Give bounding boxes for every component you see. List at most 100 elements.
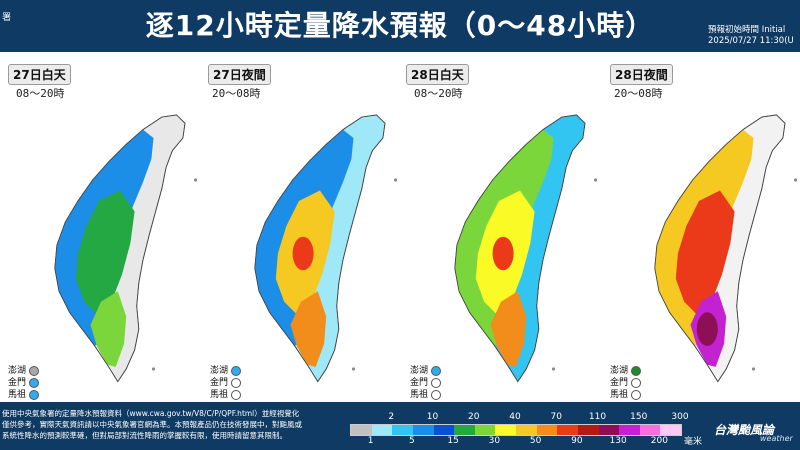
matsu-label: 馬祖 bbox=[410, 390, 429, 400]
panel-4-islands: 澎湖 金門 馬祖 bbox=[610, 365, 642, 401]
penghu-label: 澎湖 bbox=[8, 366, 27, 376]
matsu-label: 馬祖 bbox=[210, 390, 229, 400]
legend-unit: 毫米 bbox=[684, 437, 703, 447]
legend-tick-label: 2 bbox=[388, 412, 395, 422]
offshore-island bbox=[393, 178, 398, 182]
panel-2-islands: 澎湖 金門 馬祖 bbox=[210, 365, 242, 401]
penghu-dot bbox=[431, 366, 442, 376]
colorbar-swatch bbox=[536, 425, 558, 435]
matsu-label: 馬祖 bbox=[8, 390, 27, 400]
colorbar-swatch bbox=[474, 425, 496, 435]
panel-1-period: 08～20時 bbox=[16, 87, 65, 100]
penghu-label: 澎湖 bbox=[610, 366, 629, 376]
init-time-label: 預報初始時間 Initial bbox=[708, 25, 786, 35]
taiwan-outline bbox=[54, 114, 186, 383]
kinmen-dot bbox=[631, 378, 642, 388]
legend-tick-label: 10 bbox=[426, 412, 439, 422]
kinmen-label: 金門 bbox=[8, 378, 27, 388]
colorbar-swatch bbox=[619, 425, 640, 435]
legend-tick-label: 70 bbox=[550, 412, 562, 422]
colorbar-swatch bbox=[454, 425, 475, 435]
init-time-value: 2025/07/27 11:30(U bbox=[708, 36, 794, 46]
legend-tick-label: 300 bbox=[671, 412, 689, 422]
disclaimer-line-3: 系統性降水的預測較準確，但對局部對流性降雨的掌握較有限，使用時請留意其限制。 bbox=[2, 431, 287, 440]
taiwan-outline bbox=[654, 114, 786, 383]
panel-2-period: 20～08時 bbox=[212, 87, 261, 100]
kinmen-label: 金門 bbox=[410, 378, 429, 388]
kinmen-dot bbox=[231, 378, 242, 388]
legend-tick-label: 200 bbox=[650, 436, 668, 446]
matsu-dot bbox=[631, 390, 642, 400]
colorbar-swatch bbox=[392, 425, 413, 435]
colorbar-swatch bbox=[557, 425, 578, 435]
penghu-label: 澎湖 bbox=[410, 366, 429, 376]
offshore-island bbox=[751, 367, 756, 371]
init-time-block: 預報初始時間 Initial 2025/07/27 11:30(U bbox=[708, 25, 794, 47]
rain-hotspot bbox=[492, 236, 514, 271]
penghu-dot bbox=[29, 366, 40, 376]
disclaimer-text: 使用中央氣象署的定量降水預報資料（www.cwa.gov.tw/V8/C/P/Q… bbox=[2, 408, 347, 441]
taiwan-outline bbox=[254, 114, 386, 383]
legend-tick-label: 30 bbox=[488, 436, 501, 446]
panel-3-islands: 澎湖 金門 馬祖 bbox=[410, 365, 442, 401]
colorbar-swatch bbox=[351, 425, 372, 435]
map-panel-1 bbox=[0, 52, 200, 402]
taiwan-map bbox=[654, 114, 798, 383]
legend-tick-label: 150 bbox=[630, 412, 648, 422]
legend-tick-label: 15 bbox=[447, 436, 459, 446]
offshore-island bbox=[193, 178, 198, 182]
offshore-island bbox=[593, 178, 598, 182]
page-title: 逐12小時定量降水預報（0～48小時） bbox=[145, 9, 655, 42]
offshore-island bbox=[551, 367, 556, 371]
taiwan-map bbox=[254, 114, 398, 383]
colorbar-swatch bbox=[412, 425, 434, 435]
kinmen-dot bbox=[431, 378, 442, 388]
penghu-label: 澎湖 bbox=[210, 366, 229, 376]
colorbar-swatch bbox=[433, 425, 455, 435]
rain-band-core bbox=[675, 190, 735, 317]
taiwan-map bbox=[454, 114, 598, 383]
panel-1-date-tag: 27日白天 bbox=[8, 64, 71, 85]
colorbar-swatch bbox=[495, 425, 516, 435]
offshore-island bbox=[151, 367, 156, 371]
rain-band-south bbox=[490, 291, 527, 367]
map-panel-3 bbox=[400, 52, 600, 402]
colorbar-swatch bbox=[577, 425, 599, 435]
legend-tick-label: 130 bbox=[609, 436, 627, 446]
kinmen-dot bbox=[29, 378, 40, 388]
colorbar-swatch bbox=[516, 425, 537, 435]
penghu-dot bbox=[631, 366, 642, 376]
disclaimer-line-2: 僅供參考，實際天氣資訊請以中央氣象署官網為準。本預報產品仍在技術發展中，對颱風或 bbox=[2, 420, 302, 429]
rain-band-south bbox=[290, 291, 327, 367]
rain-hotspot bbox=[292, 236, 314, 271]
colorbar-swatch bbox=[598, 425, 620, 435]
brand-logo: 台灣颱風論 bbox=[714, 423, 775, 437]
legend-tick-label: 50 bbox=[529, 436, 542, 446]
legend-tick-label: 1 bbox=[367, 436, 374, 446]
matsu-dot bbox=[29, 390, 40, 400]
legend-tick-label: 5 bbox=[409, 436, 415, 446]
panel-2-date-tag: 27日夜間 bbox=[208, 64, 271, 85]
colorbar-swatch bbox=[371, 425, 393, 435]
agency-logo-fragment: 署 bbox=[2, 13, 12, 23]
kinmen-label: 金門 bbox=[610, 378, 629, 388]
kinmen-label: 金門 bbox=[210, 378, 229, 388]
panel-4-period: 20～08時 bbox=[614, 87, 663, 100]
panel-3-period: 08～20時 bbox=[414, 87, 463, 100]
brand-subtitle: weather bbox=[760, 434, 793, 443]
map-panel-4 bbox=[600, 52, 800, 402]
matsu-label: 馬祖 bbox=[610, 390, 629, 400]
matsu-dot bbox=[431, 390, 442, 400]
taiwan-outline bbox=[454, 114, 586, 383]
rain-band-south bbox=[90, 291, 127, 367]
legend-tick-label: 40 bbox=[509, 412, 521, 422]
legend-tick-label: 20 bbox=[468, 412, 480, 422]
disclaimer-line-1: 使用中央氣象署的定量降水預報資料（www.cwa.gov.tw/V8/C/P/Q… bbox=[2, 409, 300, 418]
colorbar-swatch bbox=[660, 425, 681, 435]
map-panel-2 bbox=[200, 52, 400, 402]
colorbar-swatch bbox=[639, 425, 661, 435]
legend-tick-label: 110 bbox=[588, 412, 607, 422]
rain-band-core bbox=[75, 190, 135, 317]
taiwan-map bbox=[54, 114, 198, 383]
header-bar: 署 逐12小時定量降水預報（0～48小時） 預報初始時間 Initial 202… bbox=[0, 0, 800, 52]
